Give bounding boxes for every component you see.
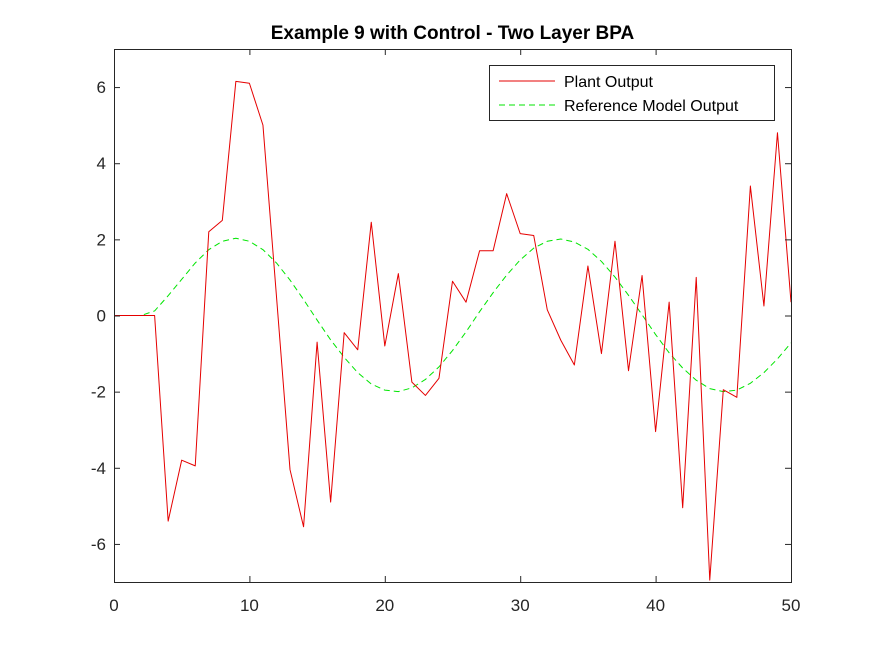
series-line-reference-model-output bbox=[114, 237, 792, 393]
y-tick-label: 4 bbox=[97, 154, 106, 173]
x-tick-label: 20 bbox=[375, 596, 394, 615]
y-tick-label: -4 bbox=[91, 459, 106, 478]
x-tick-label: 30 bbox=[511, 596, 530, 615]
legend-label-reference-model-output: Reference Model Output bbox=[564, 98, 739, 115]
x-tick-label: 50 bbox=[782, 596, 801, 615]
y-tick-label: 0 bbox=[97, 307, 106, 326]
x-tick-label: 40 bbox=[646, 596, 665, 615]
y-tick-label: -2 bbox=[91, 383, 106, 402]
y-tick-label: 2 bbox=[97, 230, 106, 249]
x-tick-label: 0 bbox=[109, 596, 118, 615]
series-line-plant-output bbox=[114, 80, 792, 581]
ticks-layer: 0 10 20 30 40 50 -6 -4 -2 0 2 4 6 bbox=[91, 49, 801, 615]
chart-title: Example 9 with Control - Two Layer BPA bbox=[271, 23, 635, 44]
x-tick-label: 10 bbox=[240, 596, 259, 615]
legend-label-plant-output: Plant Output bbox=[564, 74, 654, 91]
y-tick-label: -6 bbox=[91, 535, 106, 554]
axes-background bbox=[114, 49, 791, 582]
legend-box bbox=[489, 65, 775, 121]
y-tick-label: 6 bbox=[97, 78, 106, 97]
legend: Plant Output Reference Model Output bbox=[489, 65, 775, 121]
series-layer bbox=[114, 80, 792, 581]
